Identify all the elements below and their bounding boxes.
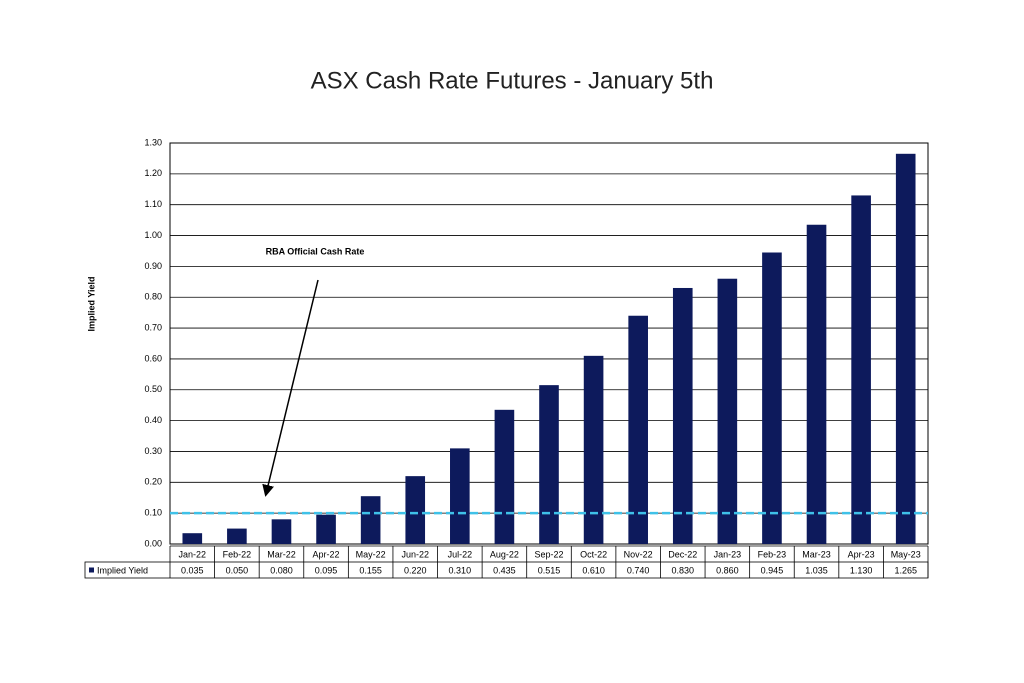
bar — [672, 287, 693, 544]
x-tick-label: May-22 — [356, 549, 386, 559]
x-tick-label: Sep-22 — [534, 549, 563, 559]
bar — [316, 514, 336, 544]
data-label: 0.830 — [671, 565, 694, 575]
data-label: 0.740 — [627, 565, 650, 575]
y-tick-label: 0.20 — [144, 477, 162, 487]
x-tick-label: May-23 — [891, 549, 921, 559]
annotation: RBA Official Cash Rate — [266, 246, 365, 256]
bar — [227, 528, 247, 544]
y-tick-label: 1.00 — [144, 230, 162, 240]
x-tick-label: Mar-22 — [267, 549, 296, 559]
y-tick-label: 1.30 — [144, 137, 162, 147]
x-tick-label: Jun-22 — [401, 549, 429, 559]
y-tick-label: 0.30 — [144, 446, 162, 456]
y-tick-label: 0.00 — [144, 538, 162, 548]
bar — [405, 476, 426, 544]
y-tick-label: 1.10 — [144, 199, 162, 209]
legend-marker — [89, 567, 94, 573]
y-tick-label: 0.10 — [144, 508, 162, 518]
y-tick-label: 0.70 — [144, 322, 162, 332]
y-tick-label: 0.90 — [144, 261, 162, 271]
data-label: 0.310 — [449, 565, 472, 575]
chart-title: ASX Cash Rate Futures - January 5th — [311, 67, 714, 94]
data-label: 0.515 — [538, 565, 561, 575]
bar — [360, 496, 381, 544]
bar — [583, 355, 604, 544]
data-label: 0.095 — [315, 565, 338, 575]
bar — [494, 409, 515, 544]
x-tick-label: Jul-22 — [448, 549, 473, 559]
x-tick-label: Jan-23 — [714, 549, 742, 559]
y-tick-label: 0.60 — [144, 353, 162, 363]
data-label: 1.035 — [805, 565, 828, 575]
y-axis-label: Implied Yield — [86, 276, 96, 331]
bar — [762, 252, 782, 544]
bar — [450, 448, 470, 544]
data-label: 0.220 — [404, 565, 427, 575]
annotation-arrow — [262, 279, 319, 497]
legend-label: Implied Yield — [97, 565, 148, 575]
x-tick-label: Oct-22 — [580, 549, 607, 559]
bar — [539, 385, 559, 544]
data-label: 0.080 — [270, 565, 293, 575]
x-tick-label: Apr-22 — [313, 549, 340, 559]
x-tick-label: Feb-23 — [758, 549, 787, 559]
bar — [806, 224, 827, 544]
bar — [628, 315, 648, 544]
data-label: 0.035 — [181, 565, 204, 575]
x-tick-label: Dec-22 — [668, 549, 697, 559]
data-label: 0.860 — [716, 565, 739, 575]
bar — [717, 278, 738, 544]
x-tick-label: Feb-22 — [223, 549, 252, 559]
y-tick-label: 0.80 — [144, 292, 162, 302]
x-tick-label: Apr-23 — [848, 549, 875, 559]
x-tick-label: Nov-22 — [624, 549, 653, 559]
data-label: 1.265 — [894, 565, 917, 575]
y-tick-label: 0.50 — [144, 384, 162, 394]
x-tick-label: Jan-22 — [179, 549, 207, 559]
data-label: 0.435 — [493, 565, 516, 575]
bar — [895, 153, 916, 545]
x-tick-label: Aug-22 — [490, 549, 519, 559]
data-label: 0.610 — [582, 565, 605, 575]
bar — [271, 519, 292, 544]
x-tick-label: Mar-23 — [802, 549, 831, 559]
y-tick-label: 0.40 — [144, 415, 162, 425]
bar — [182, 533, 203, 544]
data-label: 0.945 — [761, 565, 784, 575]
bar — [851, 195, 871, 544]
data-label: 1.130 — [850, 565, 873, 575]
data-label: 0.155 — [359, 565, 382, 575]
y-tick-label: 1.20 — [144, 168, 162, 178]
data-label: 0.050 — [226, 565, 249, 575]
